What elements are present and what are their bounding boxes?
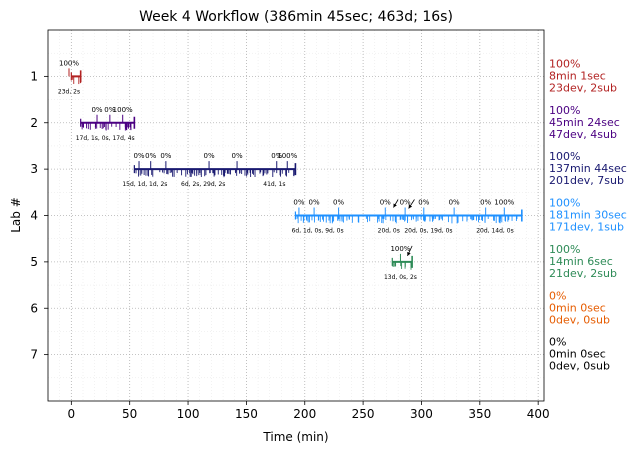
lab-4-percent-label: 0% — [309, 199, 320, 207]
lab-4-detail-label: 20d, 0s, 19d, 0s — [404, 228, 452, 235]
lab-2-summary-line: 100% — [549, 104, 580, 117]
lab-5-summary-line: 14min 6sec — [549, 255, 613, 268]
y-axis-label: Lab # — [9, 197, 23, 233]
lab-1-summary-line: 8min 1sec — [549, 69, 606, 82]
lab-1-detail-label: 23d, 2s — [58, 88, 80, 95]
lab-4-summary-line: 171dev, 1sub — [549, 221, 624, 234]
lab-4-percent-label: 0% — [333, 199, 344, 207]
x-tick-label: 400 — [527, 407, 550, 421]
chart-title: Week 4 Workflow (386min 45sec; 463d; 16s… — [139, 9, 453, 25]
lab-7-summary-line: 0% — [549, 336, 566, 349]
lab-3-percent-label: 0% — [145, 152, 156, 160]
lab-4-summary-line: 181min 30sec — [549, 209, 627, 222]
lab-2-percent-label: 0% — [104, 106, 115, 114]
lab-5-summary-line: 21dev, 2sub — [549, 267, 617, 280]
lab-2-percent-label: 100% — [113, 106, 133, 114]
annotation-arrowhead — [408, 204, 413, 209]
lab-4-detail-label: 20d, 14d, 0s — [476, 228, 513, 235]
lab-3-percent-label: 0% — [271, 152, 282, 160]
x-tick-label: 0 — [68, 407, 76, 421]
x-axis: 0 50 100 150 200 250 300 350 400 — [68, 401, 550, 421]
lab-2-summary-line: 45min 24sec — [549, 116, 620, 129]
lab-3-percent-label: 0% — [203, 152, 214, 160]
lab-5-summary-line: 100% — [549, 243, 580, 256]
y-tick-label: 4 — [30, 209, 38, 223]
lab-4-percent-label: 0% — [380, 199, 391, 207]
annotation-arrowhead — [407, 251, 411, 256]
x-tick-label: 100 — [177, 407, 200, 421]
y-tick-label: 1 — [30, 69, 38, 83]
lab-4-percent-label: 0% — [480, 199, 491, 207]
y-tick-label: 6 — [30, 301, 38, 315]
lab-7-summary-line: 0dev, 0sub — [549, 360, 610, 373]
lab-3-percent-label: 0% — [133, 152, 144, 160]
lab-1-summary-line: 100% — [549, 57, 580, 70]
lab-3-detail-label: 41d, 1s — [263, 181, 285, 188]
x-tick-label: 300 — [410, 407, 433, 421]
x-tick-label: 350 — [468, 407, 491, 421]
annotation-arrowhead — [393, 203, 397, 208]
lab-4-detail-label: 20d, 0s — [378, 228, 400, 235]
lab-3-detail-label: 15d, 1d, 1d, 2s — [122, 181, 167, 188]
lab-3-summary-line: 100% — [549, 150, 580, 163]
lab-3-summary-line: 137min 44sec — [549, 162, 627, 175]
x-tick-label: 50 — [122, 407, 137, 421]
lab-2-summary-line: 47dev, 4sub — [549, 128, 617, 141]
lab-4-percent-label: 0% — [418, 199, 429, 207]
y-tick-label: 7 — [30, 348, 38, 362]
lab-3-percent-label: 0% — [160, 152, 171, 160]
lab-3-percent-label: 0% — [232, 152, 243, 160]
lab-6-summary-line: 0min 0sec — [549, 301, 606, 314]
x-tick-label: 150 — [235, 407, 258, 421]
lab-6-summary-line: 0dev, 0sub — [549, 313, 610, 326]
y-axis: 1 2 3 4 5 6 7 — [30, 69, 48, 362]
lab-4-detail-label: 6d, 1d, 0s, 9d, 0s — [292, 228, 344, 235]
y-tick-label: 5 — [30, 255, 38, 269]
x-tick-label: 200 — [293, 407, 316, 421]
lab-timelines: 100%23d, 2s0% 0%100%17d, 1s, 0s, 17d, 4s0… — [58, 59, 523, 281]
x-axis-label: Time (min) — [262, 430, 328, 444]
y-tick-label: 2 — [30, 116, 38, 130]
lab-1-summary-line: 23dev, 2sub — [549, 81, 617, 94]
lab-4-percent-label: 0% — [449, 199, 460, 207]
lab-5-percent-label: 100% — [390, 245, 410, 253]
lab-3-summary-line: 201dev, 7sub — [549, 174, 624, 187]
grid — [48, 30, 544, 401]
lab-5-detail-label: 13d, 0s, 2s — [384, 274, 417, 281]
lab-4-percent-label: 0% — [293, 199, 304, 207]
lab-2-percent-label: 0% — [91, 106, 102, 114]
lab-3-detail-label: 6d, 2s, 29d, 2s — [181, 181, 225, 188]
lab-2-detail-label: 17d, 1s, 0s, 17d, 4s — [76, 135, 135, 142]
lab-4-percent-label: 0% — [400, 199, 411, 207]
lab-7-summary-line: 0min 0sec — [549, 348, 606, 361]
lab-4-percent-label: 100% — [494, 199, 514, 207]
x-tick-label: 250 — [352, 407, 375, 421]
lab-6-summary-line: 0% — [549, 289, 566, 302]
y-tick-label: 3 — [30, 162, 38, 176]
lab-3-percent-label: 100% — [277, 152, 297, 160]
lab-1-percent-label: 100% — [59, 59, 79, 67]
lab-4-summary-line: 100% — [549, 197, 580, 210]
